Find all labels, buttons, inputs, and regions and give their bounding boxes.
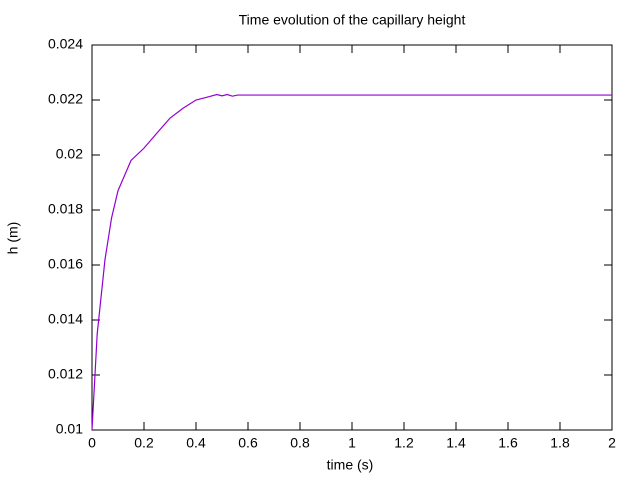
x-tick-label: 0.8 [290,435,310,451]
y-tick-label: 0.016 [48,256,83,272]
chart-title: Time evolution of the capillary height [239,12,466,28]
y-tick-label: 0.018 [48,201,83,217]
x-tick-label: 0.4 [186,435,206,451]
y-tick-label: 0.022 [48,91,83,107]
plot-frame [91,44,613,431]
x-tick-label: 1.6 [498,435,518,451]
x-axis-label: time (s) [327,457,374,473]
y-axis-label: h (m) [5,222,21,255]
data-line [91,93,612,431]
x-tick-label: 1.8 [550,435,570,451]
y-tick-label: 0.02 [56,146,83,162]
y-tick-label: 0.01 [56,421,83,437]
x-tick-label: 0.6 [238,435,258,451]
y-tick-label: 0.012 [48,366,83,382]
x-tick-label: 2 [608,435,616,451]
x-tick-label: 0 [88,435,96,451]
x-tick-label: 1.2 [394,435,414,451]
y-tick-label: 0.024 [48,36,83,52]
x-tick-label: 0.2 [134,435,154,451]
x-tick-label: 1.4 [446,435,466,451]
x-tick-label: 1 [348,435,356,451]
y-tick-label: 0.014 [48,311,83,327]
